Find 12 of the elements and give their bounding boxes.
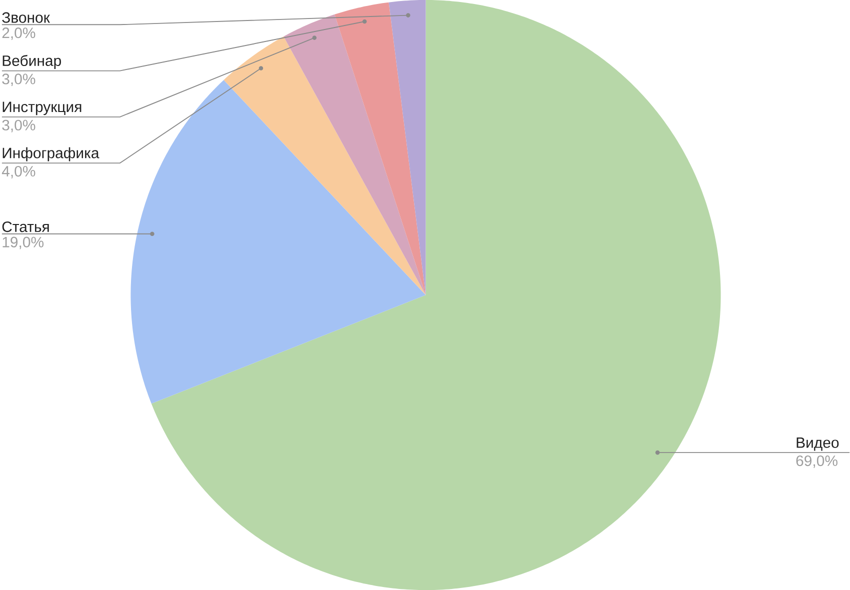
data-label: 4,0% [2, 166, 36, 178]
slice-label: Статья [2, 221, 49, 232]
data-label: 3,0% [2, 120, 36, 132]
slice-label: Звонок [2, 12, 50, 23]
data-label: 19,0% [2, 236, 44, 250]
data-label: 69,0% [796, 455, 838, 468]
data-label: 2,0% [2, 28, 36, 40]
slice-label: Видео [796, 437, 839, 451]
slice-label: Инфографика [2, 147, 100, 162]
slice-label: Инструкция [2, 102, 82, 116]
slice-label: Вебинар [2, 54, 61, 69]
data-label: 3,0% [2, 74, 36, 86]
